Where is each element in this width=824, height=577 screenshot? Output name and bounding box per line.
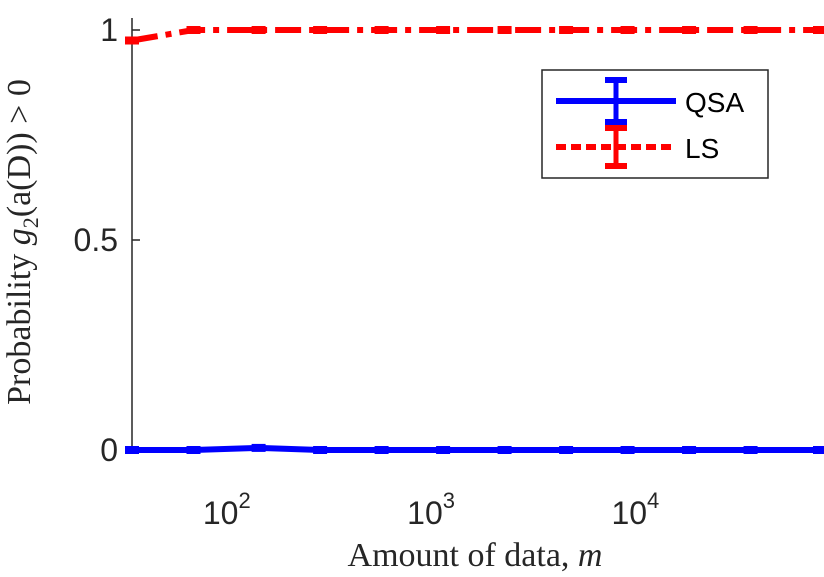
legend: QSA LS: [541, 69, 769, 179]
data-point-qsa: [125, 446, 139, 454]
data-point-ls: [313, 26, 328, 34]
data-point-qsa: [497, 446, 512, 454]
data-point-ls: [251, 26, 266, 34]
series-line-ls: [131, 27, 820, 44]
data-point-qsa: [313, 446, 328, 454]
data-point-ls: [125, 36, 139, 45]
data-point-ls: [186, 26, 201, 34]
y-tick-label: 0: [100, 432, 118, 468]
y-tick-label: 1: [100, 12, 118, 48]
data-point-qsa: [813, 446, 824, 454]
data-point-ls: [813, 26, 824, 34]
data-point-qsa: [251, 443, 266, 452]
x-tick-label: 102: [203, 488, 251, 531]
x-ticks: 102 103 104: [203, 488, 659, 531]
data-point-qsa: [743, 446, 758, 454]
legend-entry-ls: LS: [556, 125, 719, 169]
data-point-qsa: [186, 446, 201, 454]
data-point-qsa: [559, 446, 574, 454]
y-ticks: 00.51: [74, 12, 140, 468]
data-point-ls: [436, 26, 451, 34]
data-point-ls: [620, 26, 635, 34]
data-point-ls: [743, 26, 758, 34]
data-point-ls: [497, 26, 512, 34]
y-tick-label: 0.5: [74, 222, 118, 258]
series-line-qsa: [132, 444, 820, 453]
series-layer: [125, 26, 824, 454]
legend-entry-qsa: QSA: [556, 77, 744, 125]
data-point-ls: [559, 26, 574, 34]
data-point-ls: [682, 26, 697, 34]
data-point-qsa: [682, 446, 697, 454]
data-point-qsa: [374, 446, 389, 454]
legend-label-qsa: QSA: [685, 87, 744, 118]
x-tick-label: 103: [407, 488, 455, 531]
data-point-ls: [374, 26, 389, 34]
x-axis-label: Amount of data, m: [348, 537, 603, 574]
data-point-qsa: [620, 446, 635, 454]
data-point-qsa: [436, 446, 451, 454]
legend-box: [541, 69, 769, 179]
x-tick-label: 104: [611, 488, 659, 531]
y-axis-label: Probability g2(a(D)) > 0: [1, 79, 43, 405]
legend-label-ls: LS: [685, 133, 719, 164]
